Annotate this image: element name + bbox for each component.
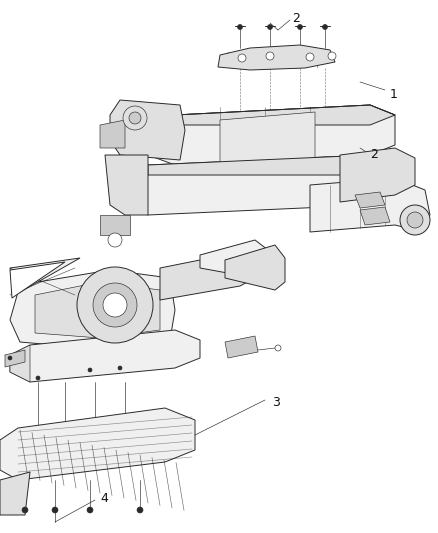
Polygon shape xyxy=(175,105,395,125)
Circle shape xyxy=(407,212,423,228)
Polygon shape xyxy=(10,270,175,350)
Polygon shape xyxy=(340,148,415,202)
Polygon shape xyxy=(110,100,185,160)
Text: 2: 2 xyxy=(370,149,378,161)
Polygon shape xyxy=(125,155,395,215)
Circle shape xyxy=(8,356,12,360)
Polygon shape xyxy=(160,252,255,300)
Polygon shape xyxy=(360,207,390,225)
Circle shape xyxy=(88,368,92,372)
Polygon shape xyxy=(10,258,80,295)
Circle shape xyxy=(87,507,93,513)
Circle shape xyxy=(297,25,303,29)
Circle shape xyxy=(238,54,246,62)
Circle shape xyxy=(52,507,58,513)
Text: 1: 1 xyxy=(390,88,398,101)
Polygon shape xyxy=(10,262,65,298)
Circle shape xyxy=(93,283,137,327)
Circle shape xyxy=(36,376,40,380)
Circle shape xyxy=(129,112,141,124)
Polygon shape xyxy=(225,245,285,290)
Polygon shape xyxy=(105,155,148,215)
Circle shape xyxy=(328,52,336,60)
Circle shape xyxy=(22,507,28,513)
Polygon shape xyxy=(218,45,335,70)
Polygon shape xyxy=(0,472,30,515)
Polygon shape xyxy=(5,350,25,367)
Circle shape xyxy=(137,507,143,513)
Circle shape xyxy=(108,233,122,247)
Circle shape xyxy=(266,52,274,60)
Circle shape xyxy=(306,53,314,61)
Text: 2: 2 xyxy=(292,12,300,25)
Polygon shape xyxy=(10,345,30,382)
Circle shape xyxy=(268,25,272,29)
Circle shape xyxy=(237,25,243,29)
Polygon shape xyxy=(0,408,195,480)
Polygon shape xyxy=(10,330,200,382)
Circle shape xyxy=(77,267,153,343)
Polygon shape xyxy=(100,120,125,148)
Polygon shape xyxy=(100,215,130,235)
Circle shape xyxy=(275,345,281,351)
Polygon shape xyxy=(148,105,395,165)
Circle shape xyxy=(400,205,430,235)
Text: 3: 3 xyxy=(272,395,280,408)
Circle shape xyxy=(123,106,147,130)
Polygon shape xyxy=(220,112,315,165)
Polygon shape xyxy=(35,282,160,338)
Polygon shape xyxy=(355,192,385,208)
Polygon shape xyxy=(148,155,395,175)
Circle shape xyxy=(103,293,127,317)
Text: 4: 4 xyxy=(100,491,108,505)
Circle shape xyxy=(118,366,122,370)
Polygon shape xyxy=(225,336,258,358)
Polygon shape xyxy=(200,240,268,278)
Polygon shape xyxy=(310,178,430,232)
Circle shape xyxy=(322,25,328,29)
